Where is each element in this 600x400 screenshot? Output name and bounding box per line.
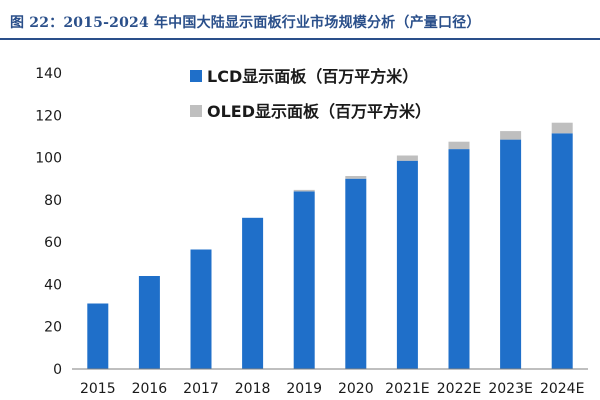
bar-lcd-2016: [138, 276, 160, 369]
bar-group: [87, 122, 573, 369]
y-axis-ticks: 0 20 40 60 80 100 120 140: [35, 66, 62, 378]
bar-oled-2019: [293, 189, 315, 192]
legend-swatch-oled: [190, 105, 202, 117]
bar-oled-2023E: [500, 131, 522, 140]
bar-lcd-2020: [345, 178, 367, 369]
bar-lcd-2015: [87, 303, 109, 369]
bar-oled-2020: [345, 176, 367, 179]
legend-label-oled: OLED显示面板（百万平方米）: [207, 102, 431, 121]
y-tick-label-80: 80: [44, 193, 62, 209]
y-tick-label-20: 20: [44, 320, 62, 336]
bar-lcd-2021E: [396, 160, 418, 369]
x-tick-label-2022E: 2022E: [437, 381, 481, 397]
x-axis-ticks: 2015 2016 2017 2018 2019 2020 2021E 2022E 2023E 2…: [80, 381, 584, 397]
bar-lcd-2024E: [551, 133, 573, 369]
bar-oled-2022E: [448, 141, 470, 150]
y-tick-label-60: 60: [44, 235, 62, 251]
bar-lcd-2019: [293, 191, 315, 369]
x-tick-label-2020: 2020: [338, 381, 374, 397]
bar-lcd-2022E: [448, 149, 470, 369]
title-divider: [0, 38, 600, 40]
x-tick-label-2017: 2017: [183, 381, 219, 397]
y-tick-label-100: 100: [35, 151, 62, 167]
y-tick-label-40: 40: [44, 277, 62, 293]
bar-oled-2024E: [551, 122, 573, 134]
y-tick-label-0: 0: [53, 362, 62, 378]
bar-lcd-2023E: [500, 139, 522, 369]
legend-swatch-lcd: [190, 70, 202, 82]
x-tick-label-2018: 2018: [235, 381, 271, 397]
x-tick-label-2021E: 2021E: [385, 381, 429, 397]
bar-oled-2021E: [396, 155, 418, 161]
x-tick-label-2015: 2015: [80, 381, 116, 397]
bar-lcd-2018: [242, 217, 264, 369]
chart-title: 图 22：2015-2024 年中国大陆显示面板行业市场规模分析（产量口径）: [10, 15, 481, 31]
y-tick-label-120: 120: [35, 108, 62, 124]
x-tick-label-2023E: 2023E: [488, 381, 532, 397]
x-tick-label-2019: 2019: [286, 381, 322, 397]
y-tick-label-140: 140: [35, 66, 62, 82]
bar-lcd-2017: [190, 249, 212, 369]
legend: LCD显示面板（百万平方米） OLED显示面板（百万平方米）: [190, 67, 431, 121]
x-tick-label-2024E: 2024E: [540, 381, 584, 397]
legend-label-lcd: LCD显示面板（百万平方米）: [207, 67, 418, 86]
x-tick-label-2016: 2016: [132, 381, 168, 397]
